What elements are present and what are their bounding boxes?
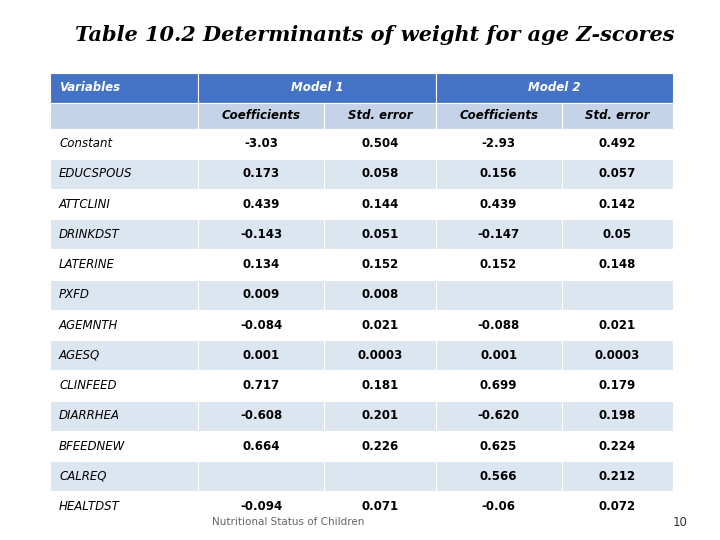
Text: 0.148: 0.148: [599, 258, 636, 271]
Text: 0.717: 0.717: [243, 379, 279, 392]
Text: Table 10.2 Determinants of weight for age Z-scores: Table 10.2 Determinants of weight for ag…: [75, 25, 674, 45]
Text: DRINKDST: DRINKDST: [59, 228, 120, 241]
Text: PXFD: PXFD: [59, 288, 90, 301]
Text: 0.144: 0.144: [361, 198, 398, 211]
Text: 0.156: 0.156: [480, 167, 517, 180]
Text: 0.071: 0.071: [361, 500, 398, 513]
Text: AGESQ: AGESQ: [59, 349, 100, 362]
Text: 0.504: 0.504: [361, 137, 398, 150]
Text: -0.608: -0.608: [240, 409, 282, 422]
Text: CALREQ: CALREQ: [59, 470, 107, 483]
Text: 0.001: 0.001: [480, 349, 517, 362]
Text: 0.699: 0.699: [480, 379, 518, 392]
Text: Model 2: Model 2: [528, 81, 580, 94]
Text: Variables: Variables: [59, 81, 120, 94]
Text: 0.625: 0.625: [480, 440, 517, 453]
Text: Constant: Constant: [59, 137, 112, 150]
Text: 0.051: 0.051: [361, 228, 398, 241]
Text: 0.152: 0.152: [361, 258, 398, 271]
Text: LATERINE: LATERINE: [59, 258, 115, 271]
Text: 0.226: 0.226: [361, 440, 398, 453]
Text: Model 1: Model 1: [291, 81, 343, 94]
Text: -0.084: -0.084: [240, 319, 282, 332]
Text: 0.021: 0.021: [361, 319, 398, 332]
Text: 0.057: 0.057: [599, 167, 636, 180]
Text: 0.492: 0.492: [599, 137, 636, 150]
Text: ATTCLINI: ATTCLINI: [59, 198, 111, 211]
Text: HEALTDST: HEALTDST: [59, 500, 120, 513]
Text: BFEEDNEW: BFEEDNEW: [59, 440, 125, 453]
Text: 0.152: 0.152: [480, 258, 517, 271]
Text: Std. error: Std. error: [348, 109, 412, 122]
Text: CLINFEED: CLINFEED: [59, 379, 117, 392]
Text: 0.439: 0.439: [243, 198, 279, 211]
Text: 0.072: 0.072: [599, 500, 636, 513]
Text: -2.93: -2.93: [482, 137, 516, 150]
Text: Coefficients: Coefficients: [459, 109, 538, 122]
Text: 0.009: 0.009: [243, 288, 279, 301]
Text: DIARRHEA: DIARRHEA: [59, 409, 120, 422]
Text: -0.06: -0.06: [482, 500, 516, 513]
Text: 0.021: 0.021: [599, 319, 636, 332]
Text: 0.008: 0.008: [361, 288, 398, 301]
Text: 0.201: 0.201: [361, 409, 398, 422]
Text: 0.566: 0.566: [480, 470, 518, 483]
Text: -0.088: -0.088: [477, 319, 520, 332]
Text: AGEMNTH: AGEMNTH: [59, 319, 118, 332]
Text: 0.134: 0.134: [243, 258, 279, 271]
Text: Std. error: Std. error: [585, 109, 649, 122]
Text: -0.094: -0.094: [240, 500, 282, 513]
Text: 0.0003: 0.0003: [595, 349, 640, 362]
Text: -0.143: -0.143: [240, 228, 282, 241]
Text: 0.179: 0.179: [599, 379, 636, 392]
Text: -3.03: -3.03: [244, 137, 278, 150]
Text: 0.05: 0.05: [603, 228, 632, 241]
Text: 10: 10: [673, 516, 688, 529]
Text: 0.212: 0.212: [599, 470, 636, 483]
Text: 0.664: 0.664: [242, 440, 280, 453]
Text: 0.142: 0.142: [599, 198, 636, 211]
Text: 0.439: 0.439: [480, 198, 517, 211]
Text: 0.181: 0.181: [361, 379, 398, 392]
Text: 0.058: 0.058: [361, 167, 398, 180]
Text: -0.147: -0.147: [477, 228, 520, 241]
Text: 0.198: 0.198: [599, 409, 636, 422]
Text: 0.173: 0.173: [243, 167, 279, 180]
Text: EDUCSPOUS: EDUCSPOUS: [59, 167, 132, 180]
Text: 0.224: 0.224: [599, 440, 636, 453]
Text: Nutritional Status of Children: Nutritional Status of Children: [212, 517, 364, 527]
Text: 0.001: 0.001: [243, 349, 279, 362]
Text: 0.0003: 0.0003: [357, 349, 402, 362]
Text: -0.620: -0.620: [477, 409, 520, 422]
Text: Coefficients: Coefficients: [222, 109, 300, 122]
